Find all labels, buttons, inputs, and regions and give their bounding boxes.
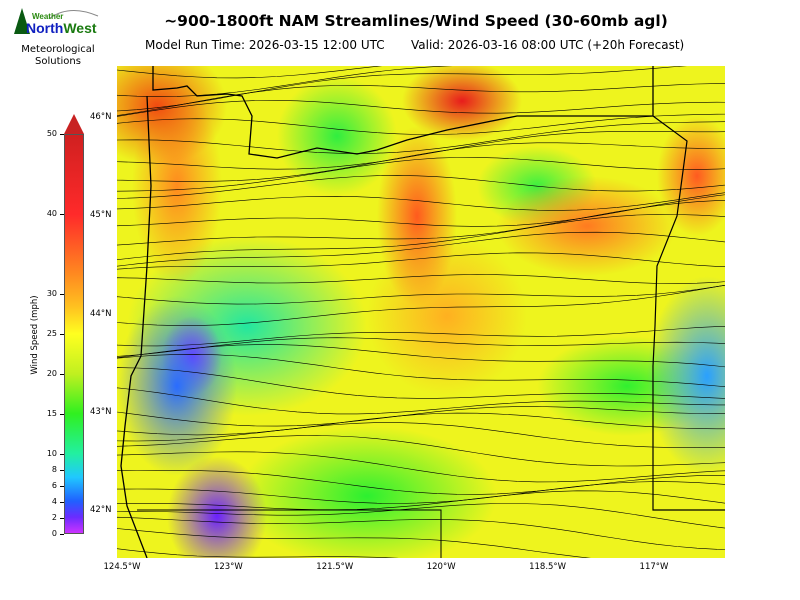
streamline bbox=[117, 503, 725, 529]
streamline bbox=[117, 412, 725, 436]
streamline bbox=[117, 353, 725, 388]
streamline bbox=[117, 528, 591, 558]
valid-time: Valid: 2026-03-16 08:00 UTC (+20h Foreca… bbox=[411, 38, 685, 52]
streamline bbox=[117, 100, 725, 117]
streamline bbox=[117, 435, 725, 467]
colorbar-tick bbox=[60, 374, 64, 375]
streamline bbox=[117, 214, 725, 261]
latitude-label: 42°N bbox=[90, 505, 112, 516]
colorbar-tick bbox=[60, 134, 64, 135]
streamline bbox=[117, 284, 725, 305]
streamline bbox=[117, 113, 725, 135]
streamline bbox=[117, 406, 725, 427]
colorbar-tick-label: 2 bbox=[51, 513, 57, 522]
colorbar-tick bbox=[60, 534, 64, 535]
colorbar-tick-label: 10 bbox=[46, 449, 57, 458]
streamline bbox=[117, 142, 725, 182]
streamlines bbox=[117, 66, 725, 558]
streamline bbox=[117, 175, 725, 199]
streamline bbox=[117, 481, 725, 504]
colorbar-tick-label: 4 bbox=[51, 497, 57, 506]
tree-icon bbox=[14, 8, 30, 34]
longitude-label: 121.5°W bbox=[316, 562, 354, 572]
colorbar-tick bbox=[60, 486, 64, 487]
longitude-label: 123°W bbox=[213, 562, 243, 572]
streamline bbox=[117, 192, 725, 211]
latitude-label: 43°N bbox=[90, 406, 112, 417]
streamline bbox=[117, 387, 725, 415]
streamline bbox=[117, 490, 725, 510]
tagline-line-2: Solutions bbox=[35, 56, 81, 67]
latitude-label: 44°N bbox=[90, 308, 112, 319]
streamline bbox=[117, 284, 725, 326]
colorbar-tick-label: 50 bbox=[46, 129, 57, 138]
streamline bbox=[117, 516, 725, 550]
longitude-label: 124.5°W bbox=[103, 562, 141, 572]
svg-text:Weather: Weather bbox=[32, 12, 63, 21]
streamline bbox=[117, 231, 725, 267]
latitude-label: 45°N bbox=[90, 210, 112, 221]
streamline bbox=[117, 470, 725, 495]
colorbar-tick-label: 8 bbox=[51, 465, 57, 474]
wind-speed-map bbox=[117, 66, 725, 558]
latitude-label: 46°N bbox=[90, 112, 112, 122]
colorbar bbox=[64, 134, 84, 534]
streamline bbox=[117, 121, 725, 154]
colorbar-tick-label: 40 bbox=[46, 209, 57, 218]
colorbar-tick bbox=[60, 294, 64, 295]
colorbar-tick-label: 20 bbox=[46, 369, 57, 378]
streamline bbox=[117, 157, 725, 192]
streamline bbox=[117, 367, 725, 399]
longitude-label: 120°W bbox=[426, 562, 456, 572]
streamline bbox=[117, 83, 725, 116]
colorbar-tick-label: 6 bbox=[51, 481, 57, 490]
streamline bbox=[117, 194, 725, 227]
longitude-label: 117°W bbox=[639, 562, 669, 572]
colorbar-tick-label: 15 bbox=[46, 409, 57, 418]
streamline bbox=[117, 326, 725, 347]
colorbar-tick bbox=[60, 470, 64, 471]
streamline bbox=[117, 451, 725, 483]
colorbar-tick bbox=[60, 502, 64, 503]
streamline bbox=[117, 252, 725, 270]
streamline bbox=[117, 344, 725, 368]
colorbar-label: Wind Speed (mph) bbox=[30, 295, 40, 375]
streamline bbox=[117, 274, 725, 284]
streamline bbox=[117, 548, 399, 558]
streamline bbox=[117, 130, 725, 170]
longitude-label: 118.5°W bbox=[529, 562, 567, 572]
logo-tagline: Meteorological Solutions bbox=[12, 44, 104, 68]
streamline bbox=[117, 200, 725, 246]
streamline bbox=[117, 66, 383, 79]
streamline bbox=[117, 66, 688, 112]
colorbar-tick-label: 30 bbox=[46, 289, 57, 298]
weather-northwest-logo: Weather NorthWest bbox=[10, 6, 105, 36]
colorbar-tick bbox=[60, 454, 64, 455]
tagline-line-1: Meteorological bbox=[21, 44, 95, 55]
map-title: ~900-1800ft NAM Streamlines/Wind Speed (… bbox=[164, 12, 668, 30]
state-borders bbox=[120, 66, 725, 558]
colorbar-tick bbox=[60, 414, 64, 415]
colorbar-tick bbox=[60, 214, 64, 215]
svg-text:NorthWest: NorthWest bbox=[26, 20, 97, 36]
colorbar-tick-label: 25 bbox=[46, 329, 57, 338]
colorbar-tick bbox=[60, 334, 64, 335]
colorbar-extend-arrow bbox=[64, 114, 84, 134]
streamline bbox=[117, 422, 725, 449]
model-run-time: Model Run Time: 2026-03-15 12:00 UTC bbox=[145, 38, 385, 52]
colorbar-tick-label: 0 bbox=[51, 529, 57, 538]
colorbar-tick bbox=[60, 518, 64, 519]
